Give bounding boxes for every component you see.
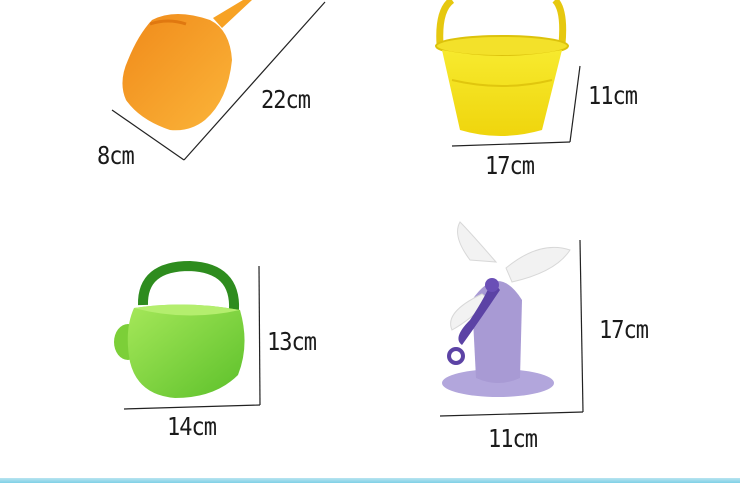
scoop-dimension-lines	[111, 1, 326, 161]
bucket-width-label: 17cm	[485, 152, 535, 181]
bottom-accent-bar	[0, 478, 740, 483]
watering-can-toy	[114, 260, 245, 398]
windmill-toy	[442, 221, 571, 397]
bucket-height-label: 11cm	[588, 82, 638, 111]
windmill-height-label: 17cm	[599, 316, 649, 345]
scoop-toy	[122, 0, 252, 131]
bucket-toy	[435, 0, 569, 136]
scoop-width-label: 8cm	[97, 142, 135, 171]
watering-can-dimension-lines	[123, 265, 261, 410]
bucket-dimension-lines	[451, 65, 581, 147]
watering-can-width-label: 14cm	[167, 413, 217, 442]
scoop-length-label: 22cm	[261, 86, 311, 115]
windmill-dimension-lines	[439, 239, 584, 417]
watering-can-height-label: 13cm	[267, 328, 317, 357]
windmill-width-label: 11cm	[488, 425, 538, 454]
